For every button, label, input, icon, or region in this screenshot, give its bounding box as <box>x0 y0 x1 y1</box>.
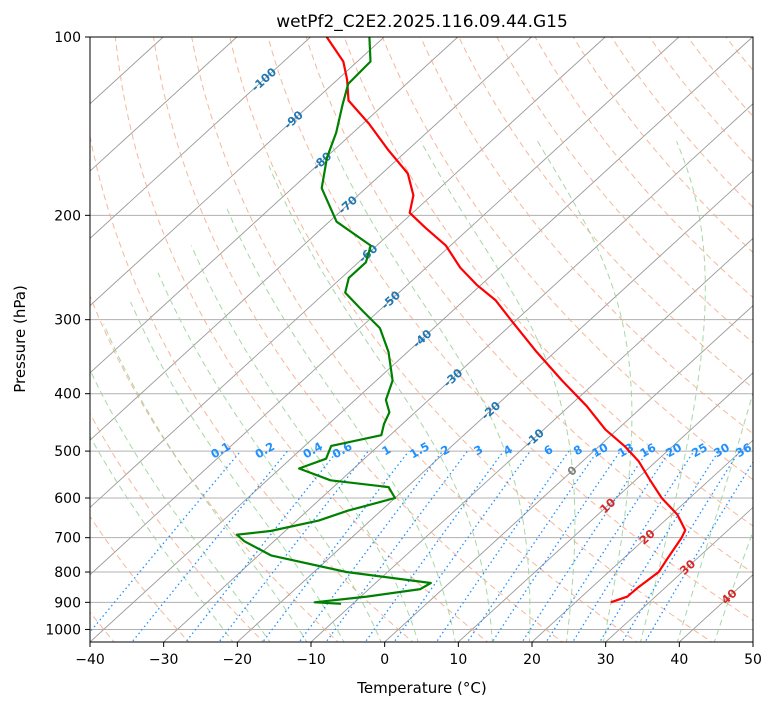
moist-adiabat <box>190 245 419 642</box>
x-tick-label: −20 <box>223 652 253 668</box>
y-tick-label: 800 <box>54 565 81 581</box>
isotherm-line <box>531 439 753 642</box>
mixing-ratio-label: 13 <box>615 440 636 460</box>
dry-adiabat <box>114 37 489 642</box>
x-tick-label: 40 <box>670 652 688 668</box>
moist-adiabat <box>103 323 308 642</box>
mixing-ratio-label: 25 <box>689 440 710 460</box>
moist-adiabat <box>639 141 706 642</box>
temperature-line <box>325 37 687 604</box>
mixing-ratio-label: 20 <box>663 440 684 460</box>
dry-adiabat <box>534 37 753 299</box>
moist-adiabat <box>329 141 531 642</box>
dry-adiabat <box>229 37 713 642</box>
isotherm-line <box>90 37 753 642</box>
moist-adiabat <box>226 208 456 642</box>
x-axis-ticks: −40 −30 −20 −10 0 10 20 30 40 50 <box>75 642 762 668</box>
mixing-ratio-line <box>644 461 753 642</box>
x-tick-label: −10 <box>296 652 326 668</box>
moist-adiabat <box>90 435 234 642</box>
dry-adiabat <box>343 37 753 527</box>
x-tick-label: 20 <box>523 652 541 668</box>
mixing-ratio-line <box>545 450 671 642</box>
x-tick-label: −40 <box>75 652 105 668</box>
dewpoint-line <box>235 37 432 605</box>
x-tick-label: 10 <box>449 652 467 668</box>
dry-adiabat <box>267 37 753 622</box>
mixing-ratio-line <box>466 450 599 642</box>
mixing-ratio-line <box>218 450 369 642</box>
dry-adiabat <box>90 412 265 642</box>
moist-adiabat <box>676 391 753 642</box>
isotherm-line <box>90 37 532 441</box>
mixing-ratio-line <box>491 450 621 642</box>
y-tick-label: 700 <box>54 531 81 547</box>
y-tick-label: 100 <box>54 30 81 46</box>
profile-lines <box>235 37 687 605</box>
x-tick-label: 30 <box>597 652 615 668</box>
mixing-ratio-line <box>435 450 570 642</box>
moist-adiabat <box>268 165 493 642</box>
isotherm-line <box>90 37 459 374</box>
y-axis-title: Pressure (hPa) <box>11 285 29 393</box>
mixing-ratio-label: 36 <box>733 440 754 460</box>
mixing-ratio-label: 30 <box>711 440 732 460</box>
mixing-ratio-line <box>184 450 338 642</box>
moist-adiabat <box>157 272 382 642</box>
mixing-ratio-line <box>572 450 695 642</box>
plot-frame <box>89 36 754 643</box>
isotherm-line <box>90 37 680 576</box>
chart-title: wetPf2_C2E2.2025.116.09.44.G15 <box>276 12 568 32</box>
background-lines <box>90 37 753 642</box>
y-tick-label: 1000 <box>45 622 81 638</box>
isotherm-line <box>458 372 753 642</box>
mixing-ratio-line <box>325 450 468 642</box>
isotherm-line <box>163 103 753 642</box>
moist-adiabat <box>90 368 271 642</box>
mixing-ratio-line <box>521 450 649 642</box>
mixing-ratio-label: 16 <box>637 440 658 460</box>
moist-adiabat <box>537 141 633 642</box>
mixing-ratio-line <box>599 450 720 642</box>
y-axis-ticks: 100 200 300 400 500 600 700 800 900 1000 <box>45 30 90 638</box>
y-tick-label: 500 <box>54 444 81 460</box>
x-tick-label: 50 <box>744 652 762 668</box>
isotherm-line <box>384 305 753 642</box>
mixing-ratio-label: 10 <box>590 440 611 460</box>
moist-adiabat <box>130 301 345 642</box>
moist-adiabat <box>420 141 576 642</box>
y-tick-label: 400 <box>54 387 81 403</box>
y-tick-label: 300 <box>54 313 81 329</box>
isotherm-line <box>90 37 385 307</box>
dry-adiabat <box>191 37 638 642</box>
y-tick-label: 600 <box>54 491 81 507</box>
isotherm-line <box>90 37 606 509</box>
moist-adiabat <box>713 530 753 642</box>
x-tick-label: 0 <box>380 652 389 668</box>
y-tick-label: 200 <box>54 208 81 224</box>
isotherm-line <box>237 170 753 642</box>
dry-adiabat <box>305 37 753 574</box>
mixing-ratio-line <box>90 450 242 634</box>
dry-adiabat <box>90 294 339 642</box>
dry-adiabat <box>90 133 414 642</box>
isotherm-line <box>605 506 753 642</box>
y-tick-label: 900 <box>54 595 81 611</box>
x-tick-label: −30 <box>149 652 179 668</box>
isotherm-line <box>90 37 238 172</box>
x-axis-title: Temperature (°C) <box>356 679 486 697</box>
isotherm-line <box>90 37 311 239</box>
mixing-ratio-line <box>621 450 740 642</box>
